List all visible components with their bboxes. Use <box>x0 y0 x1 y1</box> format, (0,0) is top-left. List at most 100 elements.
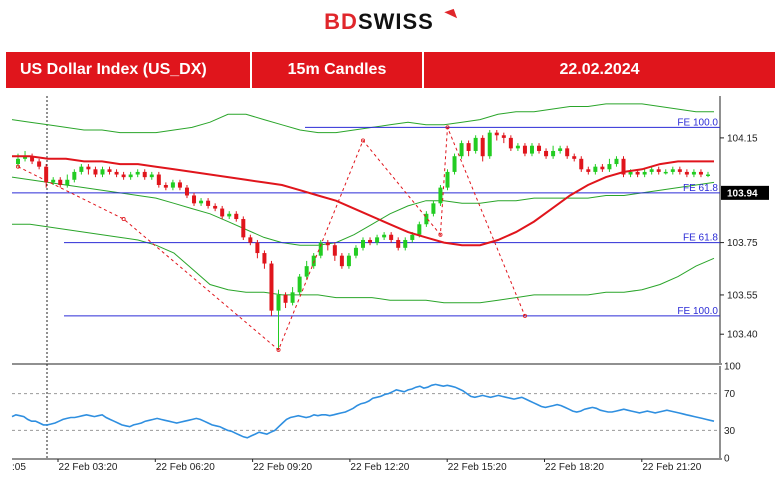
time-tick-label-partial: :05 <box>12 462 26 473</box>
candle-body <box>318 242 323 256</box>
candle-body <box>459 143 464 157</box>
fib-projection-path <box>17 127 526 351</box>
instrument-title: US Dollar Index (US_DX) <box>6 52 252 88</box>
candle-body <box>156 174 161 185</box>
candle-body <box>403 239 408 248</box>
candle-body <box>332 245 337 256</box>
candle-body <box>72 171 77 180</box>
candle-body <box>44 166 49 183</box>
candle-body <box>431 203 436 214</box>
candle-body <box>544 150 549 157</box>
candle-body <box>642 171 647 175</box>
price-tick-label: 103.55 <box>727 290 758 301</box>
candle-body <box>691 171 696 175</box>
candle-body <box>621 158 626 175</box>
candle-body <box>283 294 288 303</box>
candle-body <box>199 200 204 204</box>
candle-body <box>346 255 351 267</box>
price-tick-label: 103.75 <box>727 238 758 249</box>
candles <box>16 130 710 350</box>
candle-body <box>529 145 534 154</box>
candle-body <box>522 145 527 154</box>
candle-body <box>628 171 633 175</box>
candle-body <box>86 166 91 170</box>
time-tick-label: 22 Feb 18:20 <box>545 462 604 473</box>
ma-line <box>12 155 714 247</box>
candle-body <box>424 213 429 225</box>
candle-body <box>635 171 640 175</box>
candle-body <box>600 166 605 170</box>
candle-body <box>213 205 218 209</box>
candle-body <box>30 156 35 162</box>
candle-body <box>65 179 70 185</box>
bollinger-bands <box>11 103 715 304</box>
time-tick-label: 22 Feb 21:20 <box>642 462 701 473</box>
candle-body <box>51 179 56 183</box>
candle-body <box>572 156 577 159</box>
fib-anchor-point <box>276 347 281 352</box>
candle-body <box>276 294 281 311</box>
candle-body <box>311 255 316 267</box>
fib-levels: FE 100.0 FE 61.8 FE 61.8 FE 100.0 <box>12 117 720 317</box>
fib-anchor-point <box>121 217 126 222</box>
candle-body <box>684 171 689 175</box>
candle-body <box>396 239 401 248</box>
candle-body <box>262 253 267 264</box>
candle-body <box>565 148 570 157</box>
candle-body <box>297 276 302 293</box>
candle-body <box>537 145 542 151</box>
candle-body <box>438 187 443 204</box>
candle-body <box>269 263 274 311</box>
candle-body <box>220 208 225 217</box>
candle-body <box>508 137 513 149</box>
rsi-tick-label: 100 <box>724 362 741 373</box>
candle-body <box>473 137 478 151</box>
candle-body <box>107 169 112 172</box>
candle-body <box>170 182 175 188</box>
candle-body <box>177 182 182 188</box>
candle-body <box>586 169 591 172</box>
time-tick-label: 22 Feb 06:20 <box>156 462 215 473</box>
candle-body <box>325 242 330 246</box>
candle-body <box>445 171 450 188</box>
candle-body <box>663 171 668 174</box>
candle-body <box>114 171 119 175</box>
candle-body <box>304 266 309 277</box>
candle-body <box>353 247 358 256</box>
candle-body <box>515 145 520 149</box>
price-tick-label: 104.15 <box>727 133 758 144</box>
chart-header: US Dollar Index (US_DX) 15m Candles 22.0… <box>6 52 775 88</box>
candle-body <box>382 234 387 238</box>
logo-part-a: BD <box>324 9 358 34</box>
fib-level-label: FE 61.8 <box>683 233 718 244</box>
candle-body <box>649 169 654 172</box>
fib-anchor-point <box>360 138 365 143</box>
candle-body <box>501 135 506 138</box>
candle-body <box>466 143 471 151</box>
fib-level-label: FE 61.8 <box>683 183 718 194</box>
candle-body <box>558 148 563 151</box>
fib-anchor-point <box>438 232 443 237</box>
candle-body <box>234 213 239 220</box>
candle-body <box>593 166 598 172</box>
candle-body <box>79 166 84 172</box>
price-axis: 104.15 103.75 103.55 103.40 103.94 <box>720 133 769 341</box>
candle-body <box>417 224 422 235</box>
candle-body <box>607 164 612 170</box>
candle-body <box>706 174 710 177</box>
date-label: 22.02.2024 <box>559 61 640 78</box>
candle-body <box>100 169 105 175</box>
current-price-tag <box>721 185 769 200</box>
rsi-tick-label: 30 <box>724 426 736 437</box>
fib-anchor-point <box>445 125 450 130</box>
candle-body <box>255 242 260 254</box>
main-plot-frame <box>12 96 722 460</box>
candle-body <box>670 169 675 172</box>
candle-body <box>410 234 415 240</box>
candle-body <box>23 156 28 159</box>
rsi-line <box>11 383 715 439</box>
candle-body <box>121 174 126 178</box>
band-middle-line <box>11 176 715 246</box>
candle-body <box>339 255 344 267</box>
